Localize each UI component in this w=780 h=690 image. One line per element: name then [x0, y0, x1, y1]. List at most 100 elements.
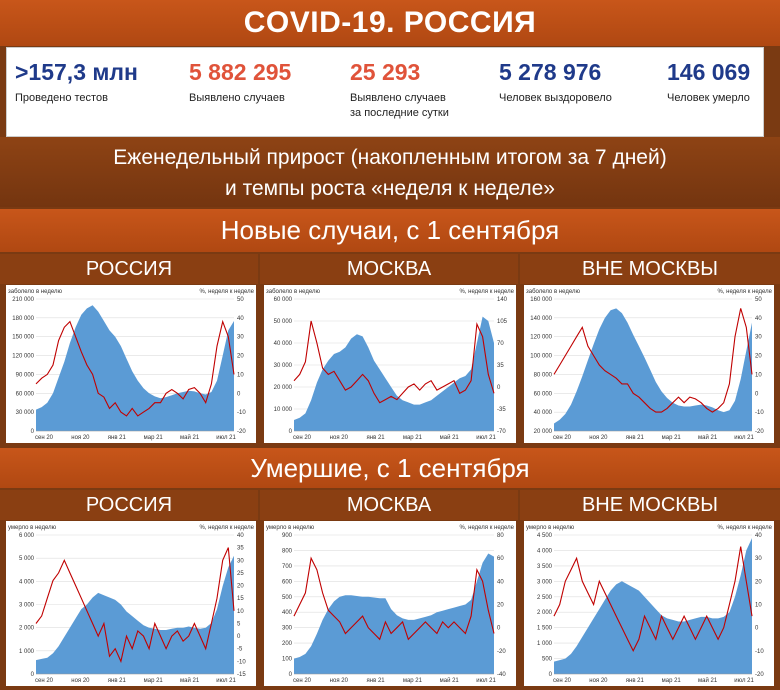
region-header-russia: РОССИЯ [0, 254, 258, 284]
left-tick-label: 40 000 [534, 410, 553, 416]
x-tick-label: июл 21 [734, 678, 754, 684]
left-tick-label: 0 [549, 672, 553, 678]
x-tick-label: июл 21 [216, 435, 236, 441]
right-tick-label: 0 [755, 391, 759, 397]
right-tick-label: 20 [755, 354, 762, 360]
left-tick-label: 60 000 [274, 297, 293, 303]
x-tick-label: июл 21 [216, 678, 236, 684]
right-axis-title: %, неделя к неделе [459, 525, 514, 531]
growth-rate-line [35, 319, 235, 417]
chart-cases-outside-moscow: заболело в неделю %, неделя к неделе 160 0… [524, 285, 774, 443]
chart-deaths-russia: умерло в неделю %, неделя к неделе 6 000 5 … [6, 521, 256, 686]
right-tick-label: 0 [497, 385, 501, 391]
x-tick-label: июл 21 [476, 435, 496, 441]
x-tick-label: янв 21 [367, 678, 386, 684]
x-tick-label: май 21 [698, 677, 718, 684]
x-tick-label: мар 21 [144, 678, 164, 684]
x-tick-label: май 21 [180, 434, 200, 441]
right-tick-label: -15 [237, 672, 246, 678]
x-tick-label: мар 21 [662, 435, 682, 441]
left-tick-label: 20 000 [274, 385, 293, 391]
left-tick-label: 6 000 [19, 533, 35, 539]
stat-value: 25 293 [350, 59, 421, 85]
stat-recovered: 5 278 976 Человек выздоровело [499, 58, 612, 106]
growth-rate-line [293, 320, 495, 404]
left-tick-label: 1 500 [537, 626, 553, 632]
chart-deaths-outside-moscow: умерло в неделю %, неделя к неделе 4 500 4 … [524, 521, 774, 686]
x-tick-label: ноя 20 [330, 678, 349, 684]
left-tick-label: 0 [289, 429, 293, 435]
weekly-line-1: Еженедельный прирост (накопленным итогом… [113, 146, 667, 169]
x-tick-label: мар 21 [403, 678, 423, 684]
right-tick-label: -10 [755, 649, 764, 655]
growth-rate-line [293, 556, 495, 641]
left-tick-label: 900 [282, 533, 293, 539]
left-axis-title: умерло в неделю [526, 525, 575, 531]
growth-rate-line [553, 546, 753, 653]
right-tick-label: 35 [237, 546, 244, 552]
left-axis-title: умерло в неделю [8, 525, 57, 531]
right-tick-label: 40 [755, 533, 762, 539]
right-tick-label: -10 [755, 410, 764, 416]
left-tick-label: 20 000 [534, 429, 553, 435]
x-tick-label: ноя 20 [71, 435, 90, 441]
chart-svg: умерло в неделю%, неделя к неделе9008007… [266, 525, 515, 684]
left-tick-label: 3 000 [537, 579, 553, 585]
left-tick-label: 150 000 [12, 335, 34, 341]
growth-rate-line [553, 308, 753, 413]
right-tick-label: 10 [755, 372, 762, 378]
chart-svg: заболело в неделю %, неделя к неделе 160 0… [526, 289, 773, 441]
section-cases-title: Новые случаи, с 1 сентября [0, 209, 780, 252]
right-tick-label: 5 [237, 621, 241, 627]
left-tick-label: 1 000 [537, 641, 553, 647]
x-tick-label: мар 21 [662, 678, 682, 684]
stat-cases: 5 882 295 Выявлено случаев [189, 58, 291, 106]
x-tick-label: июл 21 [476, 678, 496, 684]
left-tick-label: 4 000 [19, 579, 35, 585]
right-tick-label: 70 [497, 341, 504, 347]
left-tick-label: 4 000 [537, 548, 553, 554]
left-tick-label: 3 000 [19, 603, 35, 609]
right-tick-label: 30 [755, 556, 762, 562]
right-tick-label: 105 [497, 319, 508, 325]
right-tick-label: 20 [237, 584, 244, 590]
left-tick-label: 60 000 [534, 391, 553, 397]
right-tick-label: 20 [755, 579, 762, 585]
left-tick-label: 700 [282, 564, 293, 570]
stat-value: 5 882 295 [189, 59, 292, 85]
right-axis-title: %, неделя к неделе [459, 289, 514, 295]
x-tick-label: сен 20 [553, 678, 572, 684]
left-tick-label: 180 000 [12, 316, 34, 322]
right-tick-label: 15 [237, 596, 244, 602]
stat-label: Выявлено случаев за последние сутки [350, 92, 449, 119]
stat-value: 5 278 976 [499, 59, 602, 85]
chart-svg: заболело в неделю %, неделя к неделе 60 00… [266, 289, 515, 441]
x-tick-label: янв 21 [626, 435, 645, 441]
chart-deaths-moscow: умерло в неделю%, неделя к неделе 900 800 7… [264, 521, 516, 686]
left-tick-label: 120 000 [12, 354, 34, 360]
x-tick-label: ноя 20 [589, 435, 608, 441]
chart-cases-russia: заболело в неделю %, неделя к неделе 210 0… [6, 285, 256, 443]
cases-area-series [36, 305, 234, 431]
right-tick-label: 30 [237, 558, 244, 564]
right-tick-label: -70 [497, 429, 506, 435]
left-tick-label: 400 [282, 610, 293, 616]
left-tick-label: 3 500 [537, 564, 553, 570]
right-tick-label: 30 [755, 335, 762, 341]
stat-label: Проведено тестов [15, 92, 108, 104]
right-tick-label: 50 [237, 297, 244, 303]
left-tick-label: 1 000 [19, 649, 35, 655]
cases-area-series [36, 555, 234, 674]
x-tick-label: янв 21 [626, 678, 645, 684]
left-tick-label: 300 [282, 626, 293, 632]
left-tick-label: 2 000 [19, 626, 35, 632]
region-header-moscow-deaths: МОСКВА [260, 490, 518, 520]
weekly-banner: Еженедельный прирост (накопленным итогом… [0, 137, 780, 207]
right-tick-label: 10 [237, 609, 244, 615]
x-tick-label: янв 21 [367, 435, 386, 441]
left-tick-label: 2 500 [537, 595, 553, 601]
right-tick-label: 80 [497, 533, 504, 539]
right-axis-title: %, неделя к неделе [199, 525, 254, 531]
right-tick-label: -35 [497, 407, 506, 413]
right-tick-label: 0 [237, 391, 241, 397]
